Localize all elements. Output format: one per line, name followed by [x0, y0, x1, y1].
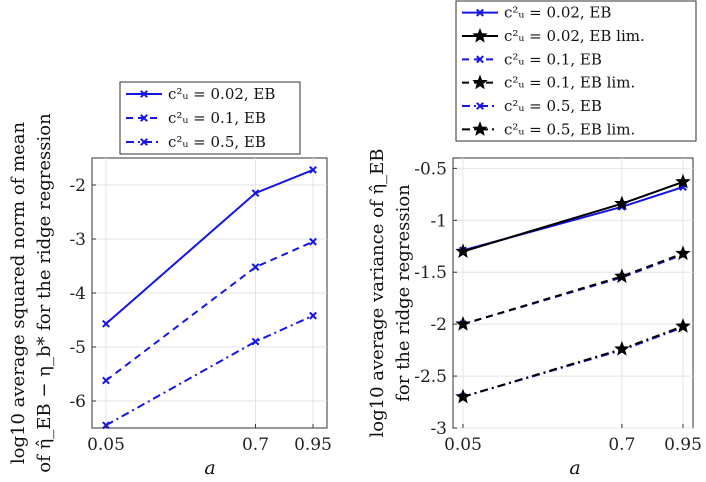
right-legend-label-3: c²ᵤ = 0.1, EB lim. — [504, 74, 635, 92]
left-legend-marker-1 — [140, 114, 148, 122]
right-plot-frame — [452, 157, 694, 429]
right-series-5-point — [614, 340, 630, 356]
left-series-line-1 — [105, 240, 314, 382]
left-series-line-2 — [105, 314, 314, 427]
right-x-axis-label: a — [569, 457, 580, 479]
right-series-5-point — [455, 388, 471, 404]
left-series-0-point — [309, 165, 317, 174]
left-series-1-point — [309, 237, 317, 246]
left-series-0-point — [102, 319, 110, 328]
right-legend-marker-5 — [472, 121, 488, 136]
left-y-tick-label: -4 — [69, 284, 86, 304]
right-legend: c²ᵤ = 0.02, EB c²ᵤ = 0.02, EB lim. c²ᵤ = 0… — [455, 0, 697, 142]
left-y-axis-label-line2: of η̂_EB − η_b* for the ridge regression — [34, 113, 55, 473]
right-y-axis-label-line2: for the ridge regression — [393, 184, 414, 402]
right-series-5-point — [675, 318, 691, 333]
right-legend-label-1: c²ᵤ = 0.02, EB lim. — [504, 27, 645, 45]
right-legend-marker-0 — [476, 8, 484, 17]
right-series-line-3 — [462, 252, 684, 326]
left-y-tick-label: -6 — [69, 392, 86, 412]
right-y-tick-label: -0.5 — [414, 159, 447, 179]
left-chart: 0.05 0.7 0.95 -6 -5 -4 -3 -2 a log10 average sq… — [8, 81, 332, 479]
right-y-tick-label: -2 — [430, 315, 447, 335]
left-series-1-point — [102, 376, 110, 385]
left-legend: c²ᵤ = 0.02, EB c²ᵤ = 0.1, EB c²ᵤ = 0.5, EB — [119, 81, 301, 155]
right-y-tick-label: -1 — [430, 211, 447, 231]
right-legend-marker-2 — [476, 55, 484, 64]
left-legend-label-2: c²ᵤ = 0.5, EB — [168, 133, 266, 151]
right-legend-label-2: c²ᵤ = 0.1, EB — [504, 50, 602, 68]
left-y-tick-label: -2 — [69, 176, 86, 196]
right-series-3-point — [614, 268, 630, 283]
right-y-tick-label: -2.5 — [414, 367, 447, 387]
left-series-2-point — [251, 337, 260, 346]
left-x-tick-label: 0.05 — [87, 435, 125, 455]
right-legend-label-0: c²ᵤ = 0.02, EB — [504, 4, 611, 22]
right-legend-label-4: c²ᵤ = 0.5, EB — [504, 97, 602, 115]
left-legend-marker-2 — [140, 138, 148, 146]
left-series-0-point — [251, 189, 260, 198]
right-legend-box — [455, 0, 697, 142]
right-series-3-point — [675, 245, 691, 261]
right-legend-label-5: c²ᵤ = 0.5, EB lim. — [504, 120, 635, 138]
left-legend-label-1: c²ᵤ = 0.1, EB — [168, 109, 266, 127]
right-series-1-point — [675, 173, 691, 189]
right-x-tick-label: 0.95 — [664, 435, 702, 455]
right-series-3-point — [455, 316, 471, 331]
right-y-tick-label: -1.5 — [414, 263, 447, 283]
right-y-tick-label: -3 — [430, 419, 447, 439]
left-y-tick-label: -3 — [69, 230, 86, 250]
right-legend-marker-4 — [476, 102, 484, 110]
left-x-axis-label: a — [204, 457, 215, 479]
left-series-2-point — [309, 311, 317, 320]
right-series-1-point — [614, 195, 630, 211]
right-legend-marker-1 — [472, 27, 488, 43]
right-legend-marker-3 — [472, 74, 488, 90]
left-series-1-point — [251, 263, 260, 271]
right-x-tick-label: 0.7 — [608, 435, 635, 455]
left-y-tick-label: -5 — [69, 338, 86, 358]
right-chart: 0.05 0.7 0.95 -3 -2.5 -2 -1.5 -1 -0.5 a log10 av… — [367, 0, 702, 479]
left-legend-marker-0 — [140, 90, 148, 98]
left-legend-label-0: c²ᵤ = 0.02, EB — [168, 85, 275, 103]
right-y-axis-label-line1: log10 average variance of η̂_EB — [367, 149, 388, 438]
left-x-tick-label: 0.7 — [242, 435, 269, 455]
left-y-axis-label-line1: log10 average squared norm of mean — [8, 121, 29, 464]
right-series-1-point — [455, 243, 471, 259]
right-x-tick-label: 0.05 — [444, 435, 482, 455]
left-x-tick-label: 0.95 — [294, 435, 332, 455]
